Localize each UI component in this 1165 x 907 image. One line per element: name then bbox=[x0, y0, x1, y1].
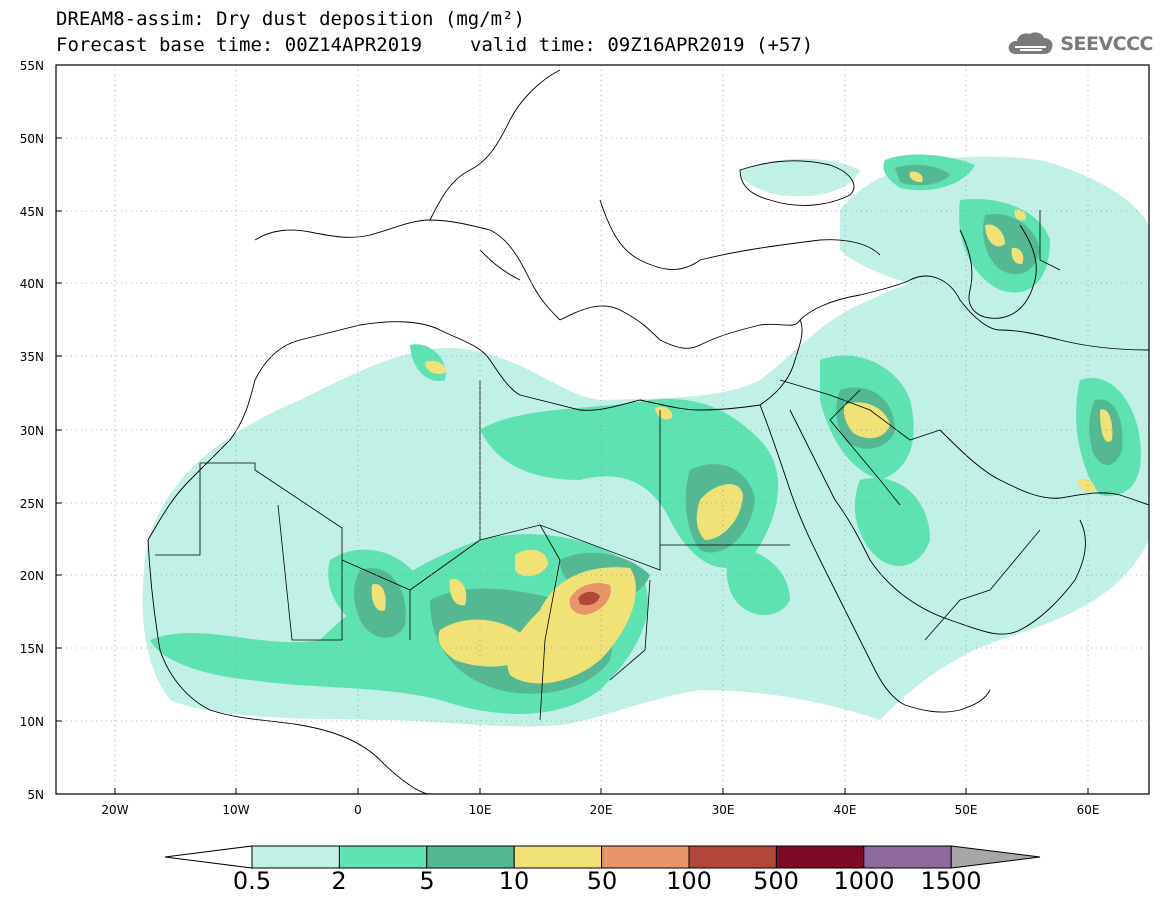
graticule bbox=[56, 65, 1149, 794]
lon-label: 20E bbox=[590, 803, 613, 817]
lon-label: 30E bbox=[712, 803, 735, 817]
colorbar-segment bbox=[338, 845, 428, 869]
lat-label: 55N bbox=[20, 59, 44, 73]
forecast-times: Forecast base time: 00Z14APR2019 valid ti… bbox=[56, 35, 813, 55]
colorbar-label: 0.5 bbox=[232, 867, 272, 895]
colorbar-label: 500 bbox=[753, 867, 799, 895]
latitude-labels: 55N 50N 45N 40N 35N 30N 25N 20N 15N 10N … bbox=[20, 59, 44, 802]
colorbar-label: 2 bbox=[331, 867, 347, 895]
lat-label: 5N bbox=[27, 788, 44, 802]
lon-label: 20W bbox=[101, 803, 128, 817]
colorbar-label: 1500 bbox=[920, 867, 982, 895]
colorbar-label: 5 bbox=[419, 867, 435, 895]
colorbar bbox=[164, 845, 1041, 869]
lat-label: 10N bbox=[20, 715, 44, 729]
colorbar-labels: 0.5 2 5 10 50 100 500 1000 1500 bbox=[0, 866, 1165, 896]
colorbar-segment bbox=[513, 845, 603, 869]
colorbar-label: 10 bbox=[498, 867, 530, 895]
colorbar-segment bbox=[426, 845, 515, 869]
colorbar-label: 100 bbox=[666, 867, 712, 895]
colorbar-label: 50 bbox=[586, 867, 618, 895]
colorbar-segment bbox=[863, 845, 952, 869]
seevccc-logo: SEEVCCC bbox=[1006, 30, 1153, 58]
longitude-labels: 20W 10W 0 10E 20E 30E 40E 50E 60E bbox=[101, 803, 1099, 817]
colorbar-segment bbox=[251, 845, 340, 869]
lat-label: 30N bbox=[20, 424, 44, 438]
lat-label: 40N bbox=[20, 277, 44, 291]
colorbar-segment bbox=[601, 845, 690, 869]
base-time: Forecast base time: 00Z14APR2019 bbox=[56, 34, 423, 56]
colorbar-label: 1000 bbox=[833, 867, 895, 895]
dust-deposition-field bbox=[142, 154, 1149, 727]
lon-label: 60E bbox=[1077, 803, 1100, 817]
colorbar-segment bbox=[775, 845, 865, 869]
map-title: DREAM8-assim: Dry dust deposition (mg/m²… bbox=[56, 8, 525, 30]
colorbar-segment bbox=[688, 845, 777, 869]
tick-marks bbox=[56, 64, 1089, 795]
lat-label: 35N bbox=[20, 350, 44, 364]
lat-label: 15N bbox=[20, 642, 44, 656]
lon-label: 10W bbox=[222, 803, 249, 817]
lat-label: 25N bbox=[20, 497, 44, 511]
colorbar-high-triangle bbox=[950, 845, 1041, 869]
logo-text: SEEVCCC bbox=[1060, 33, 1153, 55]
lon-label: 40E bbox=[834, 803, 857, 817]
valid-time: valid time: 09Z16APR2019 (+57) bbox=[470, 34, 814, 56]
lon-label: 0 bbox=[354, 803, 362, 817]
lat-label: 45N bbox=[20, 205, 44, 219]
colorbar-low-triangle bbox=[164, 845, 253, 869]
cloud-logo-icon bbox=[1008, 32, 1053, 54]
coastlines bbox=[147, 69, 1149, 794]
lon-label: 50E bbox=[955, 803, 978, 817]
lat-label: 20N bbox=[20, 569, 44, 583]
lat-label: 50N bbox=[20, 132, 44, 146]
lon-label: 10E bbox=[469, 803, 492, 817]
